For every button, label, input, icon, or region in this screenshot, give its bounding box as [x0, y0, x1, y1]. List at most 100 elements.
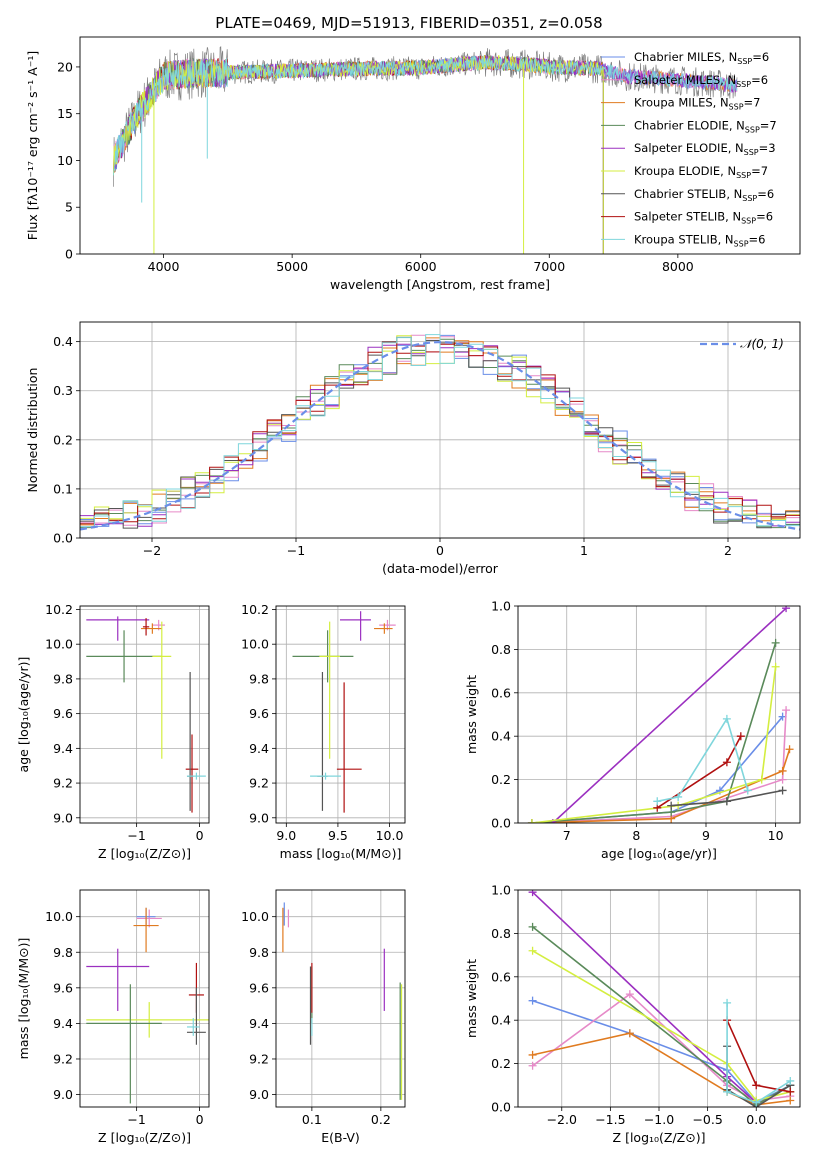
y-tick-label: 10.0 [241, 637, 269, 652]
series-kroupa-stelib [653, 714, 752, 806]
series-marker [778, 786, 787, 795]
errorbar-kroupa-elodie [86, 1002, 209, 1038]
x-tick-label: 9 [702, 828, 710, 843]
series-line [532, 950, 791, 1102]
x-tick-label: −1 [127, 1112, 145, 1127]
series-kroupa-elodie [527, 662, 780, 823]
x-axis-label: mass [log₁₀(M/M⊙)] [280, 846, 402, 861]
legend-subscript: SSP [734, 239, 749, 248]
y-tick-label: 15 [57, 106, 73, 121]
y-tick-label: 9.6 [53, 706, 73, 721]
grid [80, 606, 209, 823]
x-tick-label: 10.0 [376, 828, 404, 843]
errorbar-salpeter-stelib [142, 618, 150, 636]
legend-entry: Salpeter STELIB, NSSP=6 [634, 210, 773, 226]
axes-frame [79, 605, 210, 824]
y-tick-label: 9.0 [249, 1087, 269, 1102]
y-axis-label: mass weight [464, 675, 479, 754]
x-axis-label: Z [log₁₀(Z/Z⊙)] [613, 1130, 706, 1145]
y-tick-label: 9.4 [249, 741, 269, 756]
y-axis-label: Normed distribution [25, 368, 40, 493]
series-marker [527, 819, 536, 823]
legend-name: Salpeter MILES, N [634, 73, 736, 87]
series-marker [528, 996, 537, 1005]
panel-age_vs_Z: −1 0 9.0 9.2 9.4 9.6 9.8 10.0 10.2 Z [log₁₀(Z/Z⊙)… [16, 602, 210, 861]
legend-subscript: SSP [745, 125, 760, 134]
series-kroupa-miles [528, 1029, 795, 1107]
panel-weight_vs_age: 7 8 9 10 0.0 0.2 0.4 0.6 0.8 1.0 age [log₁₀(age/yr… [464, 599, 801, 861]
x-tick-label: 0.2 [371, 1112, 391, 1127]
plot-area [292, 611, 396, 813]
histogram-kroupa-stelib [80, 334, 800, 528]
y-tick-label: 0.6 [491, 685, 511, 700]
legend-entry: Chabrier ELODIE, NSSP=7 [634, 118, 777, 134]
legend-name: Kroupa MILES, N [634, 96, 729, 110]
series-marker [528, 1061, 537, 1070]
series-marker [722, 797, 731, 806]
series-chabrier-stelib [667, 786, 787, 810]
x-axis-label: age [log₁₀(age/yr)] [601, 846, 717, 861]
legend-name: Kroupa ELODIE, N [634, 164, 736, 178]
x-tick-label: 0 [196, 1112, 204, 1127]
y-axis-label: Flux [fλ10⁻¹⁷ erg cm⁻² s⁻¹ A⁻¹] [25, 51, 40, 240]
series-marker [625, 990, 634, 999]
errorbar-salpeter-stelib [185, 734, 199, 813]
errorbar-salpeter-miles [136, 909, 162, 928]
model-kroupa-stelib [113, 55, 738, 176]
legend-subscript: SSP [741, 217, 756, 226]
x-axis-label: (data-model)/error [382, 561, 499, 576]
plot-area [528, 890, 795, 1107]
axes-frame [79, 889, 210, 1108]
y-tick-label: 10.0 [45, 909, 73, 924]
legend-count: =6 [749, 232, 766, 246]
plot-area [86, 907, 209, 1104]
x-axis-label: Z [log₁₀(Z/Z⊙)] [98, 846, 191, 861]
panel-mass_vs_ebv: 0.1 0.2 9.0 9.2 9.4 9.6 9.8 10.0 E(B-V) [241, 889, 406, 1145]
legend-count: =7 [744, 96, 761, 110]
y-tick-label: 9.6 [249, 706, 269, 721]
series-marker [778, 766, 787, 775]
grid [80, 890, 209, 1107]
series-line [531, 748, 791, 823]
y-tick-label: 10 [57, 153, 73, 168]
series-marker [743, 786, 752, 795]
series-line [531, 642, 777, 823]
legend-name: Salpeter ELODIE, N [634, 141, 744, 155]
series-line [657, 716, 749, 803]
plot-area [527, 606, 794, 823]
y-tick-label: 0.6 [491, 969, 511, 984]
series-line [532, 926, 791, 1106]
errorbar-kroupa-elodie [319, 621, 340, 759]
legend-name: Kroupa STELIB, N [634, 232, 734, 246]
errorbar-kroupa-miles [141, 623, 162, 634]
y-tick-label: 9.8 [53, 671, 73, 686]
chart-title: PLATE=0469, MJD=51913, FIBERID=0351, z=0… [215, 14, 602, 32]
series-marker [778, 775, 787, 784]
series-kroupa-stelib [723, 998, 795, 1107]
x-tick-label: −2.0 [547, 1112, 577, 1127]
series-marker [528, 922, 537, 931]
y-tick-label: 0.0 [491, 816, 511, 831]
legend-subscript: SSP [744, 148, 759, 157]
series-marker [771, 638, 780, 647]
legend-entry: Salpeter MILES, NSSP=6 [634, 73, 768, 89]
series-marker [528, 890, 537, 897]
legend-entry: Chabrier MILES, NSSP=6 [634, 50, 769, 66]
legend-count: =7 [760, 118, 777, 132]
plot-area [80, 334, 800, 531]
x-axis-label: Z [log₁₀(Z/Z⊙)] [98, 1130, 191, 1145]
axes-frame [79, 36, 801, 255]
panel-weight_vs_Z: −2.0 −1.5 −1.0 −0.5 0.0 0.0 0.2 0.4 0.6 0.8 1.0 Z [… [464, 883, 801, 1145]
series-salpeter-stelib [723, 1016, 795, 1096]
series-marker [667, 801, 676, 810]
y-tick-label: 10.2 [45, 602, 73, 617]
y-tick-label: 9.2 [249, 1051, 269, 1066]
y-tick-label: 0.4 [491, 729, 511, 744]
x-axis-label: E(B-V) [321, 1130, 360, 1145]
x-tick-label: 7 [563, 828, 571, 843]
y-tick-label: 9.6 [53, 980, 73, 995]
legend-entry: Kroupa ELODIE, NSSP=7 [634, 164, 768, 180]
series-marker [723, 998, 732, 1007]
series-marker [653, 797, 662, 806]
